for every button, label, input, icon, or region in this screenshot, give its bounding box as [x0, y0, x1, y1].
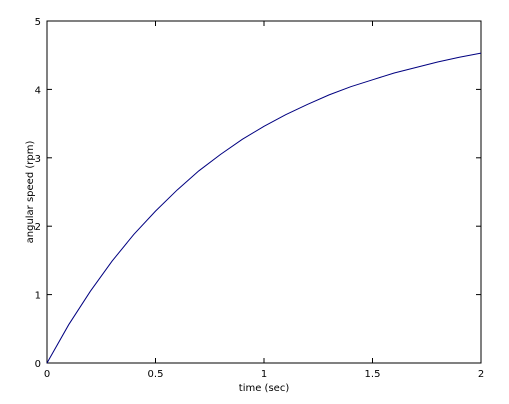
y-axis-label: angular speed (rpm) — [25, 141, 36, 244]
y-tick-label: 1 — [35, 291, 41, 302]
plot-frame — [46, 20, 482, 364]
data-line — [46, 52, 482, 364]
x-tick-label: 1 — [261, 369, 267, 380]
x-tick-label: 1.5 — [365, 369, 381, 380]
x-tick-label: 2 — [478, 369, 484, 380]
y-tick-label: 5 — [35, 17, 41, 28]
y-tick-label: 3 — [35, 154, 41, 165]
y-tick-label: 0 — [35, 359, 41, 370]
x-axis-label: time (sec) — [239, 383, 290, 394]
x-tick-label: 0 — [44, 369, 50, 380]
y-tick-label: 4 — [35, 85, 41, 96]
x-tick-label: 0.5 — [148, 369, 164, 380]
y-tick-label: 2 — [35, 222, 41, 233]
